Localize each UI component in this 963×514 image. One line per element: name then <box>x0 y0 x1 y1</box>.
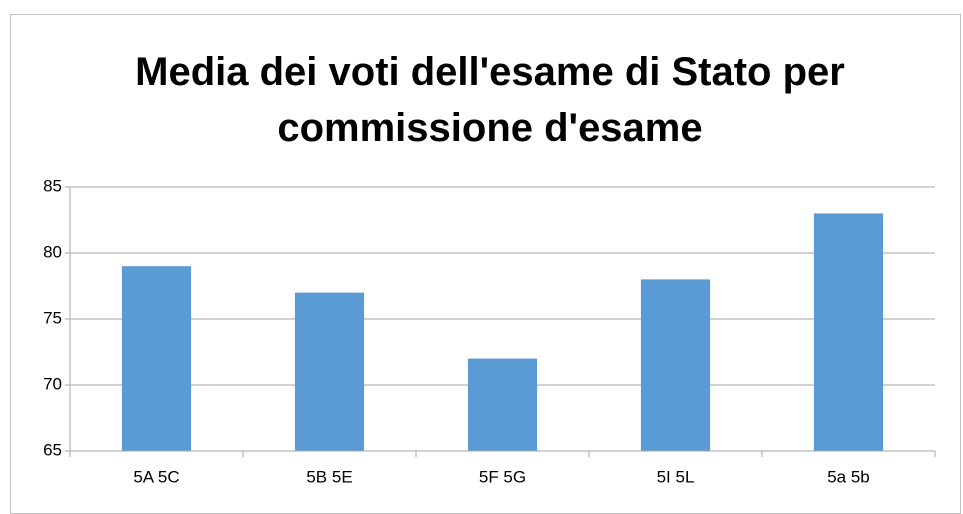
x-tick-label: 5A 5C <box>133 467 179 486</box>
y-tick-label: 65 <box>43 440 62 459</box>
bar <box>813 213 884 451</box>
y-tick-label: 80 <box>43 242 62 261</box>
x-tick-label: 5a 5b <box>827 467 870 486</box>
bar <box>640 279 711 451</box>
x-tick-label: 5I 5L <box>657 467 695 486</box>
bar <box>467 358 538 451</box>
bar <box>121 266 192 451</box>
x-tick-label: 5F 5G <box>479 467 526 486</box>
y-tick-label: 85 <box>43 176 62 195</box>
bar <box>294 292 365 451</box>
y-tick-label: 75 <box>43 308 62 327</box>
x-tick-label: 5B 5E <box>306 467 352 486</box>
chart-title: Media dei voti dell'esame di Stato per c… <box>135 50 845 150</box>
y-tick-label: 70 <box>43 374 62 393</box>
